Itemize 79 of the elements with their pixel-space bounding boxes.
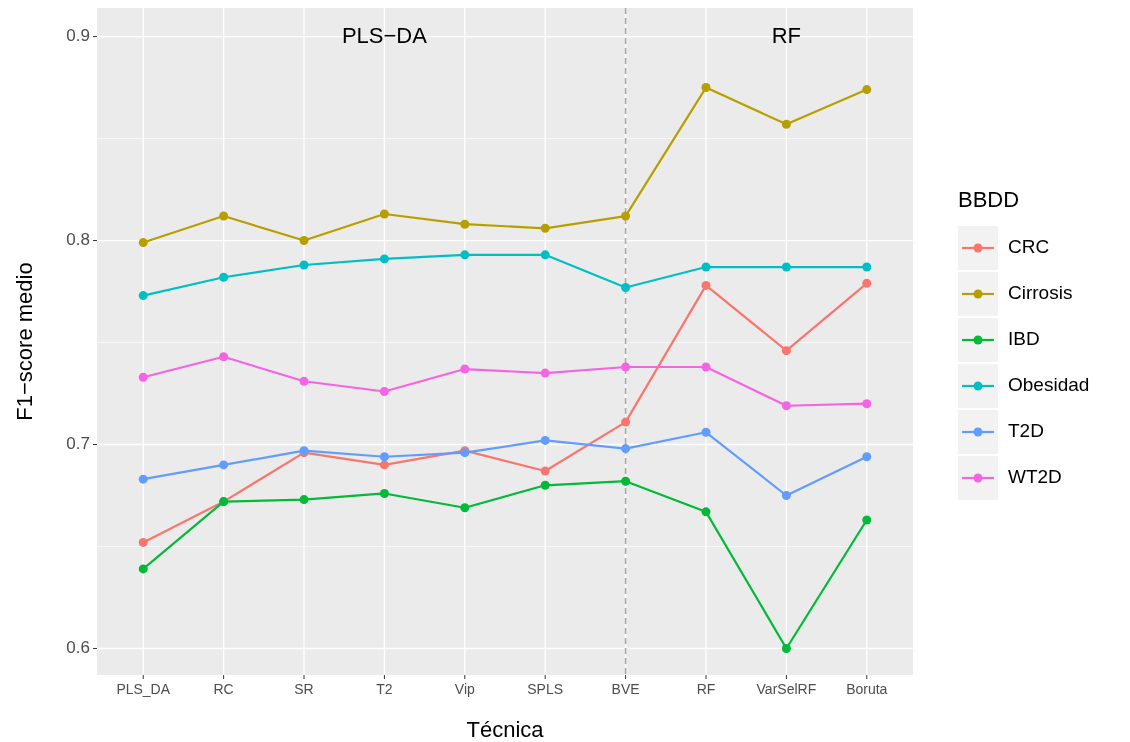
y-axis-title: F1−score medio bbox=[12, 262, 37, 421]
legend-title: BBDD bbox=[958, 187, 1020, 212]
point bbox=[701, 280, 711, 290]
point bbox=[460, 503, 470, 513]
legend-label: Obesidad bbox=[1008, 374, 1090, 396]
point bbox=[460, 364, 470, 374]
legend-label: IBD bbox=[1008, 328, 1040, 350]
point bbox=[781, 262, 791, 272]
point bbox=[299, 260, 309, 270]
point bbox=[862, 262, 872, 272]
x-tick-label: BVE bbox=[611, 681, 640, 697]
x-tick-label: PLS_DA bbox=[116, 681, 171, 697]
point bbox=[781, 491, 791, 500]
point bbox=[540, 368, 550, 378]
x-tick-label: RC bbox=[213, 681, 234, 697]
y-tick-label: 0.6 bbox=[66, 637, 90, 657]
point bbox=[138, 564, 148, 574]
point bbox=[621, 362, 631, 372]
point bbox=[621, 211, 631, 221]
point bbox=[460, 250, 470, 260]
point bbox=[379, 488, 389, 498]
point bbox=[138, 238, 148, 248]
point bbox=[540, 250, 550, 260]
point bbox=[540, 223, 550, 233]
point bbox=[781, 401, 791, 411]
x-axis-title: Técnica bbox=[466, 717, 545, 742]
x-tick-label: RF bbox=[696, 681, 716, 697]
point bbox=[781, 119, 791, 129]
point bbox=[862, 452, 872, 462]
point bbox=[621, 444, 631, 454]
y-tick-label: 0.9 bbox=[66, 26, 90, 46]
y-tick-label: 0.7 bbox=[66, 433, 90, 453]
point bbox=[621, 282, 631, 292]
point bbox=[862, 399, 872, 409]
point bbox=[701, 362, 711, 372]
point bbox=[138, 291, 148, 301]
point bbox=[138, 537, 148, 547]
point bbox=[540, 466, 550, 476]
point bbox=[701, 427, 711, 437]
x-tick-label: SPLS bbox=[527, 681, 564, 697]
x-tick-label: Vip bbox=[454, 681, 476, 697]
legend-label: WT2D bbox=[1008, 466, 1062, 488]
point bbox=[138, 474, 148, 484]
annotation: RF bbox=[771, 22, 802, 48]
point bbox=[379, 452, 389, 462]
point bbox=[299, 376, 309, 386]
point bbox=[621, 417, 631, 427]
point bbox=[781, 346, 791, 356]
x-tick-label: T2 bbox=[376, 681, 393, 697]
point bbox=[219, 460, 229, 470]
point bbox=[862, 278, 872, 288]
point bbox=[781, 643, 791, 653]
point bbox=[701, 262, 711, 272]
point bbox=[219, 272, 229, 282]
x-tick-label: Boruta bbox=[846, 681, 888, 697]
point bbox=[701, 83, 711, 93]
x-tick-label: SR bbox=[294, 681, 314, 697]
point bbox=[379, 386, 389, 396]
point bbox=[540, 435, 550, 445]
point bbox=[379, 209, 389, 219]
annotation: PLS−DA bbox=[341, 22, 428, 48]
legend-label: Cirrosis bbox=[1008, 282, 1073, 304]
legend-label: T2D bbox=[1008, 420, 1044, 442]
y-tick-label: 0.8 bbox=[66, 230, 90, 250]
point bbox=[379, 254, 389, 264]
point bbox=[621, 476, 631, 486]
point bbox=[379, 460, 389, 470]
x-tick-label: VarSelRF bbox=[756, 681, 817, 697]
point bbox=[299, 495, 309, 505]
point bbox=[862, 515, 872, 525]
point bbox=[138, 372, 148, 382]
point bbox=[701, 507, 711, 517]
point bbox=[540, 480, 550, 490]
point bbox=[460, 219, 470, 229]
point bbox=[862, 85, 872, 95]
point bbox=[219, 211, 229, 221]
legend-label: CRC bbox=[1008, 236, 1050, 258]
point bbox=[219, 352, 229, 362]
point bbox=[299, 236, 309, 246]
